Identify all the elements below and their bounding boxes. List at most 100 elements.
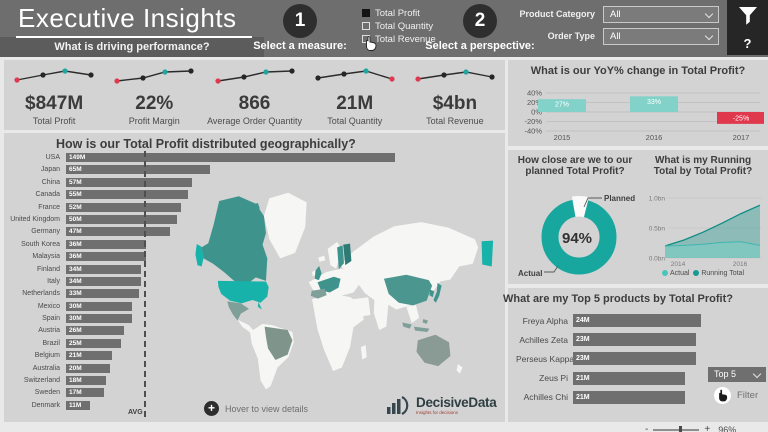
checkbox-icon[interactable] xyxy=(362,22,370,30)
bar-value-label: 20M xyxy=(69,364,82,372)
geo-bar-row[interactable]: Mexico 30M xyxy=(10,301,395,311)
geo-bar-row[interactable]: Denmark 11M xyxy=(10,400,395,410)
map-canada[interactable] xyxy=(201,196,268,285)
zoom-slider-handle[interactable] xyxy=(679,425,683,432)
zoom-slider[interactable] xyxy=(653,425,700,432)
yoy-bar-chart[interactable]: 40%20%0%-20%-40% 27% 2015 33% 2016 -25% 2017 xyxy=(512,78,764,144)
top5-bar-row[interactable]: Zeus Pi 21M xyxy=(516,371,701,385)
country-bar[interactable]: 30M xyxy=(66,301,133,311)
product-bar[interactable]: 24M xyxy=(573,314,701,327)
yoy-bar[interactable] xyxy=(717,112,764,124)
help-button[interactable]: ? xyxy=(743,36,752,51)
map-finland[interactable] xyxy=(343,243,352,266)
geo-bar-row[interactable]: Finland 34M xyxy=(10,264,395,274)
bar-value-label: 65M xyxy=(69,166,82,174)
zoom-out-button[interactable]: - xyxy=(645,424,649,432)
geo-bar-row[interactable]: Japan 65M xyxy=(10,165,395,175)
top-n-dropdown[interactable]: Top 5 xyxy=(708,367,766,382)
planned-running-panel: How close are we to our planned Total Pr… xyxy=(508,150,768,284)
map-alaska[interactable] xyxy=(195,243,204,267)
checkbox-icon[interactable] xyxy=(362,9,370,17)
geo-bar-row[interactable]: South Korea 36M xyxy=(10,239,395,249)
country-bar[interactable]: 26M xyxy=(66,326,124,336)
country-bar[interactable]: 149M xyxy=(66,153,396,162)
geo-bar-row[interactable]: Malaysia 36M xyxy=(10,252,395,262)
kpi-card[interactable]: 22% Profit Margin xyxy=(104,60,204,130)
map-uk[interactable] xyxy=(314,265,322,281)
map-brazil[interactable] xyxy=(264,326,293,361)
country-bar[interactable]: 50M xyxy=(66,214,177,224)
map-japan[interactable] xyxy=(433,282,442,303)
geo-bar-row[interactable]: Sweden 17M xyxy=(10,388,395,398)
top5-bar-row[interactable]: Perseus Kappa 23M xyxy=(516,352,701,366)
geo-bar-row[interactable]: Italy 34M xyxy=(10,276,395,286)
kpi-sparkline xyxy=(315,68,395,82)
country-bar[interactable]: 25M xyxy=(66,338,122,348)
measure-option-total-quantity[interactable]: Total Quantity xyxy=(362,20,436,32)
map-france-germany[interactable] xyxy=(317,276,341,293)
measure-option-total-profit[interactable]: Total Profit xyxy=(362,7,436,19)
geo-bar-row[interactable]: Switzerland 18M xyxy=(10,376,395,386)
geo-bar-row[interactable]: Netherlands 33M xyxy=(10,289,395,299)
country-bar[interactable]: 57M xyxy=(66,177,192,187)
zoom-control[interactable]: - + 96% xyxy=(645,424,736,432)
top5-bar-row[interactable]: Freya Alpha 24M xyxy=(516,314,701,327)
geo-bar-row[interactable]: USA 149M xyxy=(10,153,396,162)
product-category-dropdown[interactable]: All xyxy=(603,6,719,23)
country-bar[interactable]: 30M xyxy=(66,314,133,324)
country-bar[interactable]: 55M xyxy=(66,190,188,200)
product-bar[interactable]: 21M xyxy=(573,371,685,385)
kpi-card[interactable]: 21M Total Quantity xyxy=(305,60,405,130)
country-bar[interactable]: 65M xyxy=(66,165,210,175)
top5-bar-row[interactable]: Achilles Chi 21M xyxy=(516,390,701,404)
chevron-down-icon xyxy=(752,369,762,379)
geo-bar-row[interactable]: Brazil 25M xyxy=(10,338,395,348)
product-bar[interactable]: 21M xyxy=(573,390,685,404)
running-total-area-chart[interactable]: 1.0bn 0.5bn 0.0bn 2014 2016 xyxy=(642,188,766,268)
map-spain[interactable] xyxy=(310,288,327,299)
country-bar[interactable]: 17M xyxy=(66,388,104,398)
map-australia[interactable] xyxy=(416,334,451,367)
country-bar[interactable]: 34M xyxy=(66,276,142,286)
kpi-card[interactable]: $4bn Total Revenue xyxy=(405,60,505,130)
zoom-in-button[interactable]: + xyxy=(704,424,711,432)
yoy-bar[interactable] xyxy=(630,96,678,112)
map-usa[interactable] xyxy=(217,280,269,304)
map-malaysia[interactable] xyxy=(402,322,412,329)
country-bar[interactable]: 52M xyxy=(66,202,181,212)
planned-donut-chart[interactable] xyxy=(510,190,644,284)
country-bar[interactable]: 36M xyxy=(66,252,146,262)
map-china[interactable] xyxy=(383,274,433,306)
yoy-bar[interactable] xyxy=(538,99,586,112)
filter-pane-toggle[interactable]: ? xyxy=(727,0,768,55)
map-mexico[interactable] xyxy=(227,301,250,321)
product-bar[interactable]: 23M xyxy=(573,333,696,347)
country-bar[interactable]: 11M xyxy=(66,400,91,410)
map-sweden[interactable] xyxy=(337,245,344,270)
product-bar[interactable]: 23M xyxy=(573,352,696,366)
geo-bar-row[interactable]: Australia 20M xyxy=(10,363,395,373)
kpi-card[interactable]: $847M Total Profit xyxy=(4,60,104,130)
geo-bar-row[interactable]: Germany 47M xyxy=(10,227,395,237)
kpi-card[interactable]: 866 Average Order Quantity xyxy=(204,60,304,130)
geo-bar-row[interactable]: Spain 30M xyxy=(10,314,395,324)
country-bar[interactable]: 20M xyxy=(66,363,111,373)
order-type-dropdown[interactable]: All xyxy=(603,28,719,45)
geo-bar-row[interactable]: United Kingdom 50M xyxy=(10,214,395,224)
filter-button[interactable] xyxy=(714,387,731,404)
geo-bar-row[interactable]: France 52M xyxy=(10,202,395,212)
kpi-value: 21M xyxy=(336,93,374,114)
top5-bar-row[interactable]: Achilles Zeta 23M xyxy=(516,333,701,347)
country-bar[interactable]: 36M xyxy=(66,239,146,249)
country-bar[interactable]: 34M xyxy=(66,264,142,274)
world-map[interactable] xyxy=(150,145,506,401)
country-bar[interactable]: 47M xyxy=(66,227,170,237)
geo-bar-row[interactable]: Canada 55M xyxy=(10,190,395,200)
country-bar[interactable]: 33M xyxy=(66,289,139,299)
geo-bar-row[interactable]: Belgium 21M xyxy=(10,351,395,361)
geo-bar-row[interactable]: Austria 26M xyxy=(10,326,395,336)
map-south-korea[interactable] xyxy=(429,289,435,298)
country-bar[interactable]: 21M xyxy=(66,351,113,361)
geo-bar-row[interactable]: China 57M xyxy=(10,177,395,187)
country-bar[interactable]: 18M xyxy=(66,376,106,386)
